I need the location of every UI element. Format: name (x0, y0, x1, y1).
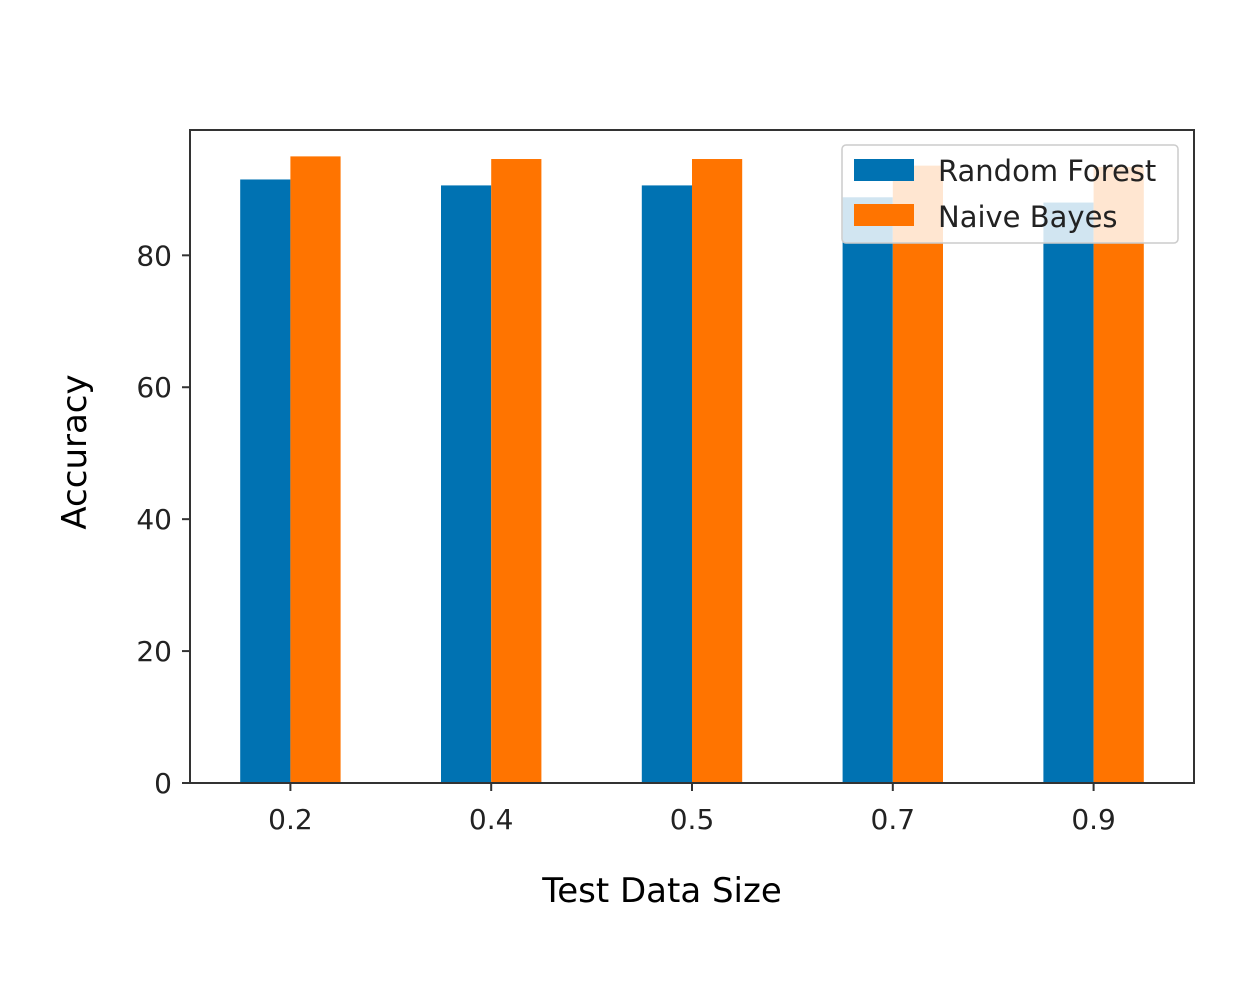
legend: Random Forest Naive Bayes (841, 144, 1179, 244)
bar-random-forest-0.7 (842, 197, 893, 783)
bar-naive-bayes-0.5 (692, 159, 743, 783)
legend-swatch-random-forest (854, 159, 914, 181)
bar-naive-bayes-0.2 (290, 156, 341, 783)
y-axis-title: Accuracy (55, 374, 95, 529)
legend-label-random-forest: Random Forest (938, 154, 1156, 188)
y-tick-label: 40 (136, 503, 172, 536)
y-tick-label: 20 (136, 635, 172, 668)
x-tick-label: 0.2 (268, 803, 313, 836)
bar-random-forest-0.5 (641, 185, 692, 783)
x-tick-label: 0.9 (1071, 803, 1116, 836)
bar-naive-bayes-0.7 (892, 165, 943, 783)
legend-box (841, 144, 1179, 244)
x-axis-title: Test Data Size (541, 871, 782, 911)
x-tick-label: 0.7 (871, 803, 916, 836)
y-axis: 0 20 40 60 80 (136, 239, 190, 800)
y-tick-label: 80 (136, 239, 172, 272)
y-tick-label: 60 (136, 371, 172, 404)
bars-layer (240, 156, 1144, 784)
y-tick-label: 0 (154, 767, 172, 800)
bar-naive-bayes-0.4 (491, 159, 542, 783)
bar-random-forest-0.4 (441, 185, 492, 783)
x-tick-label: 0.4 (469, 803, 514, 836)
bar-naive-bayes-0.9 (1093, 166, 1144, 783)
bar-random-forest-0.2 (240, 179, 291, 784)
x-axis: 0.2 0.4 0.5 0.7 0.9 (268, 783, 1116, 836)
legend-label-naive-bayes: Naive Bayes (938, 200, 1118, 234)
x-tick-label: 0.5 (670, 803, 715, 836)
legend-swatch-naive-bayes (854, 204, 914, 226)
bar-random-forest-0.9 (1043, 202, 1094, 783)
